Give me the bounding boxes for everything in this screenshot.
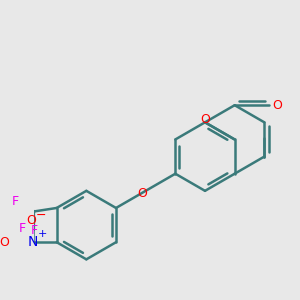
- Text: N: N: [28, 235, 38, 249]
- Text: O: O: [200, 112, 210, 125]
- Text: −: −: [35, 208, 46, 222]
- Text: O: O: [0, 236, 9, 249]
- Text: F: F: [19, 222, 26, 235]
- Text: O: O: [137, 187, 147, 200]
- Text: O: O: [272, 99, 282, 112]
- Text: F: F: [31, 224, 38, 237]
- Text: +: +: [38, 229, 47, 239]
- Text: F: F: [12, 195, 19, 208]
- Text: O: O: [26, 214, 36, 227]
